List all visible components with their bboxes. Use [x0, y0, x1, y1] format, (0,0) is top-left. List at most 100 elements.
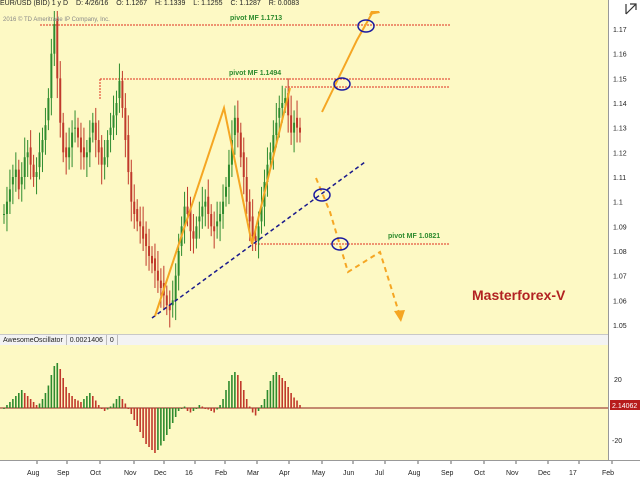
osc-bar	[80, 402, 82, 408]
osc-bar	[204, 408, 207, 409]
time-axis-svg: Aug Sep Oct Nov Dec 16 Feb Mar Apr May Jun Jul Aug Se…	[27, 461, 614, 477]
candle-body	[156, 270, 159, 281]
osc-bar	[94, 400, 97, 408]
osc-bar	[251, 408, 254, 413]
osc-bar	[180, 408, 183, 409]
osc-bar	[275, 372, 278, 408]
range-label: R: 0.0083	[268, 0, 300, 7]
osc-bar	[242, 390, 245, 408]
osc-bar	[26, 396, 29, 408]
candle-body	[236, 117, 239, 133]
candle-body	[59, 78, 62, 123]
candle-body	[272, 135, 275, 153]
candle-body	[8, 189, 11, 202]
candle-body	[130, 172, 133, 202]
osc-bars-group	[3, 363, 301, 453]
osc-current-badge	[610, 400, 640, 410]
osc-bar	[145, 408, 147, 444]
osc-bar	[278, 375, 281, 408]
candle-body	[195, 226, 198, 239]
candle-body	[227, 164, 230, 187]
time-label: Sep	[57, 470, 70, 477]
price-tick: 1.17	[613, 27, 627, 34]
oscillator-value: 0.0021406	[67, 335, 107, 346]
candle-body	[77, 127, 79, 138]
copyright-label: 2016 © TD Ameritrade IP Company, Inc.	[3, 16, 110, 23]
candle-body	[88, 137, 91, 153]
target-ellipse-4	[331, 237, 349, 251]
candle-body	[233, 117, 236, 136]
time-label: Dec	[538, 470, 551, 477]
osc-bar	[186, 408, 189, 411]
osc-bar	[65, 387, 67, 408]
candle-body	[112, 115, 115, 128]
candle-body	[79, 137, 82, 153]
osc-bar	[71, 396, 73, 408]
candle-body	[71, 132, 74, 148]
osc-bar	[41, 399, 44, 408]
time-label: Apr	[279, 470, 291, 477]
candle-body	[290, 115, 293, 133]
price-axis[interactable]: 1.17 1.16 1.15 1.14 1.13 1.12 1.11 1.1 1.09 1.08 1…	[608, 0, 640, 460]
candle-body	[230, 140, 233, 165]
candle-body	[103, 157, 106, 165]
candle-body	[210, 214, 213, 227]
time-label: 16	[185, 470, 193, 477]
osc-bar	[163, 408, 165, 441]
osc-bar	[263, 399, 266, 408]
candle-body	[222, 201, 225, 214]
candle-body	[118, 80, 121, 99]
candle-body	[56, 19, 59, 79]
arrow-down-head	[394, 310, 405, 322]
osc-bar	[83, 399, 85, 408]
osc-bar	[100, 408, 103, 409]
candle-body	[239, 132, 242, 158]
expand-icon[interactable]	[624, 2, 638, 16]
osc-bar	[115, 399, 118, 408]
time-label: Feb	[215, 470, 227, 477]
candle-body	[189, 209, 192, 232]
osc-bar	[201, 406, 204, 408]
time-label: Dec	[154, 470, 167, 477]
osc-bar	[118, 396, 121, 408]
osc-bar	[148, 408, 150, 447]
candle-body	[136, 209, 139, 222]
candle-body	[174, 275, 177, 301]
osc-bar	[160, 408, 162, 446]
osc-bar	[281, 378, 284, 408]
osc-bar	[157, 408, 159, 450]
osc-bar	[207, 408, 210, 410]
price-tick: 1.07	[613, 274, 627, 281]
osc-bar	[183, 406, 186, 408]
candle-body	[269, 152, 272, 160]
candle-body	[296, 117, 299, 128]
osc-bar	[234, 372, 236, 408]
candle-body	[201, 206, 204, 217]
price-axis-svg: 1.17 1.16 1.15 1.14 1.13 1.12 1.11 1.1 1.09 1.08 1…	[610, 27, 640, 445]
candle-body	[251, 216, 254, 237]
candle-body	[85, 152, 88, 158]
osc-bar	[192, 408, 195, 411]
time-axis[interactable]: Aug Sep Oct Nov Dec 16 Feb Mar Apr May Jun Jul Aug Se…	[0, 460, 640, 481]
candle-body	[94, 122, 97, 140]
candle-body	[192, 231, 195, 239]
projection-down	[315, 177, 401, 317]
candle-body	[248, 201, 251, 222]
osc-bar	[245, 399, 248, 408]
candles-group	[3, 4, 301, 328]
projection-up	[321, 7, 376, 113]
candle-body	[11, 177, 14, 185]
osc-bar	[287, 387, 289, 408]
price-chart-panel[interactable]: pivot MF 1.1713 pivot MF 1.1494 pivot MF…	[0, 0, 608, 334]
oscillator-panel[interactable]	[0, 345, 608, 460]
trend-line	[151, 161, 366, 319]
price-chart[interactable]: pivot MF 1.1713 pivot MF 1.1494 pivot MF…	[0, 0, 608, 334]
oscillator-chart[interactable]	[0, 345, 608, 460]
time-label: Aug	[27, 470, 40, 477]
oscillator-zero: 0	[107, 335, 118, 346]
osc-bar	[97, 405, 100, 408]
osc-bar	[89, 393, 91, 408]
oscillator-name[interactable]: AwesomeOscillator	[0, 335, 67, 346]
date-label: D: 4/26/16	[76, 0, 109, 7]
candle-body	[299, 127, 301, 133]
